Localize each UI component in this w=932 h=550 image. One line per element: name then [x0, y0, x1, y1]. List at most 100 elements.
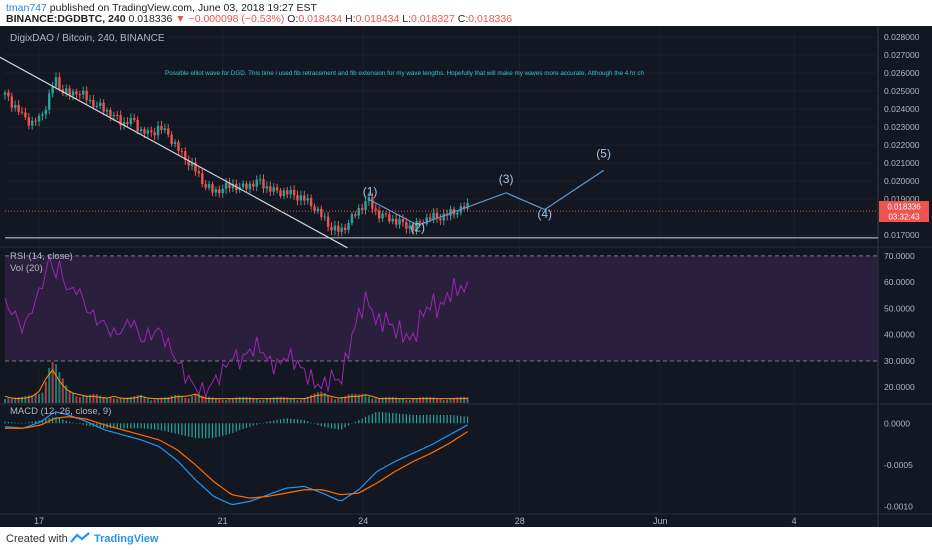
- candle-body: [428, 217, 432, 220]
- trendline[interactable]: [0, 55, 348, 249]
- macd-histogram-bar: [137, 423, 139, 429]
- volume-bar: [143, 396, 146, 403]
- volume-bar: [456, 397, 459, 403]
- volume-bar: [225, 399, 228, 403]
- macd-tick-label: -0.0010: [884, 501, 913, 511]
- macd-histogram-bar: [266, 421, 268, 424]
- macd-histogram-bar: [252, 423, 254, 426]
- symbol-label: BINANCE:DGDBTC, 240: [6, 13, 126, 25]
- candle-body: [316, 208, 320, 212]
- volume-bar: [354, 393, 357, 403]
- chart-title: DigixDAO / Bitcoin, 240, BINANCE: [10, 33, 165, 44]
- candle-body: [408, 225, 411, 229]
- y-tick-label: 0.024000: [884, 104, 920, 114]
- volume-bar: [269, 397, 272, 403]
- volume-bar: [429, 397, 432, 403]
- volume-bar: [221, 399, 224, 403]
- volume-bar: [140, 394, 143, 403]
- candle-body: [391, 218, 394, 222]
- volume-bar: [350, 393, 353, 403]
- volume-bar: [357, 394, 360, 403]
- volume-bar: [160, 397, 163, 403]
- volume-bar: [204, 396, 207, 403]
- volume-bar: [21, 396, 24, 403]
- candle-body: [211, 184, 214, 193]
- published-text: published on TradingView.com, June 03, 2…: [49, 2, 317, 14]
- y-tick-label: 0.017000: [884, 230, 920, 240]
- candle-body: [163, 128, 167, 131]
- volume-bar: [446, 399, 449, 403]
- candle-body: [360, 208, 364, 211]
- candle-body: [126, 122, 129, 124]
- macd-tick-label: -0.0005: [884, 460, 913, 470]
- candle-body: [303, 195, 306, 201]
- volume-bar: [106, 397, 109, 403]
- candle-body: [207, 184, 211, 188]
- candle-body: [241, 183, 245, 187]
- volume-bar: [184, 397, 187, 403]
- macd-histogram-bar: [143, 423, 146, 429]
- volume-bar: [279, 396, 282, 403]
- chart-canvas[interactable]: (1) (2) (3) (4) (5) 0.028000 0.027000 0.026000…: [0, 26, 932, 527]
- volume-bar: [214, 397, 217, 403]
- candle-body: [224, 182, 228, 189]
- volume-bar: [415, 398, 418, 403]
- volume-bar: [391, 396, 394, 403]
- candle-body: [425, 217, 428, 224]
- volume-bar: [136, 395, 139, 403]
- elliott-wave-path[interactable]: [369, 169, 604, 226]
- candle-body: [442, 213, 445, 221]
- macd-histogram-bar: [269, 421, 271, 424]
- volume-bar: [378, 398, 381, 403]
- macd-histogram-bar: [113, 423, 115, 429]
- author-link[interactable]: tman747: [6, 2, 47, 14]
- macd-histogram-bar: [41, 419, 44, 424]
- candle-body: [112, 115, 116, 117]
- y-tick-label: 0.019000: [884, 194, 920, 204]
- volume-bar: [61, 378, 64, 403]
- volume-bar: [55, 364, 58, 403]
- volume-bar: [245, 396, 248, 403]
- candle-body: [105, 110, 109, 112]
- macd-histogram-bar: [283, 418, 285, 424]
- volume-bar: [58, 372, 61, 403]
- candle-body: [221, 188, 224, 194]
- volume-bar: [293, 399, 296, 403]
- candle-body: [197, 171, 201, 174]
- candle-body: [262, 179, 265, 189]
- candle-body: [299, 195, 303, 201]
- candle-body: [364, 201, 367, 211]
- candle-body: [187, 160, 190, 166]
- volume-bar: [282, 397, 285, 403]
- macd-histogram-bar: [126, 423, 129, 429]
- price-axis[interactable]: 0.028000 0.027000 0.026000 0.025000 0.024000…: [884, 32, 920, 511]
- volume-bar: [146, 398, 149, 403]
- time-axis[interactable]: 17212428Jun471114182: [34, 516, 932, 526]
- candle-body: [20, 111, 24, 113]
- candle-body: [88, 99, 92, 101]
- macd-histogram-bar: [184, 423, 186, 436]
- volume-ma-line: [4, 369, 468, 400]
- macd-histogram-bar: [313, 423, 316, 424]
- volume-bar: [10, 397, 13, 403]
- rsi-tick-label: 50.0000: [884, 303, 915, 313]
- candle-body: [401, 219, 405, 223]
- volume-bar: [123, 397, 126, 403]
- volume-bar: [374, 398, 377, 403]
- macd-histogram-bar: [191, 423, 193, 438]
- macd-histogram-bar: [205, 423, 207, 439]
- change-down-icon: ▼: [175, 13, 186, 25]
- macd-histogram-bar: [378, 411, 380, 424]
- volume-bar: [439, 399, 442, 403]
- macd-histogram-bar: [334, 423, 336, 429]
- macd-histogram-bar: [385, 412, 387, 424]
- candle-body: [337, 225, 340, 232]
- macd-histogram-bar: [415, 414, 418, 424]
- volume-bar: [102, 397, 105, 403]
- candle-body: [78, 94, 82, 96]
- open-label: O:: [287, 13, 299, 25]
- candle-body: [173, 142, 177, 144]
- macd-histogram-bar: [96, 423, 98, 428]
- tradingview-brand[interactable]: TradingView: [94, 533, 159, 545]
- volume-bar: [398, 398, 401, 403]
